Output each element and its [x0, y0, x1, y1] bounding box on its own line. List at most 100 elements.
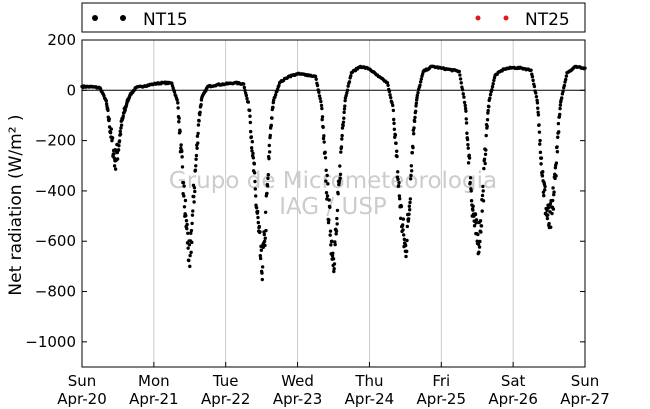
data-point: [340, 126, 345, 130]
data-point: [248, 114, 252, 118]
data-point: [479, 224, 484, 228]
data-point: [196, 123, 201, 127]
data-point: [410, 151, 415, 155]
data-point: [549, 225, 553, 229]
data-point: [480, 209, 484, 213]
data-point: [546, 206, 551, 210]
data-point: [555, 145, 559, 149]
data-point: [117, 143, 121, 148]
data-point: [242, 85, 247, 90]
gridlines: [153, 40, 514, 367]
data-point: [541, 170, 545, 174]
data-point: [321, 136, 326, 141]
data-point: [172, 90, 177, 94]
data-point: [390, 101, 394, 105]
data-point: [251, 156, 256, 160]
data-point: [190, 221, 194, 226]
data-point: [196, 131, 200, 136]
data-point: [331, 257, 336, 261]
data-point: [326, 220, 331, 225]
data-point: [338, 176, 342, 180]
data-point: [267, 143, 271, 148]
data-point: [491, 82, 495, 86]
data-points: [80, 64, 587, 282]
y-tick-label: 200: [47, 31, 76, 49]
x-tick-date: Apr-21: [129, 390, 179, 408]
data-point: [199, 103, 203, 107]
data-point: [175, 98, 179, 102]
data-point: [327, 218, 331, 222]
x-tick-date: Apr-22: [201, 390, 251, 408]
data-point: [556, 135, 560, 139]
data-point: [488, 92, 493, 97]
data-point: [345, 88, 350, 92]
data-point: [393, 133, 398, 137]
data-point: [260, 277, 265, 282]
data-point: [478, 239, 482, 244]
data-point: [335, 222, 339, 226]
data-point: [108, 131, 113, 135]
legend-marker-nt25-b: [503, 15, 509, 21]
data-point: [548, 202, 553, 206]
data-point: [323, 150, 327, 155]
data-point: [339, 145, 344, 149]
data-point: [330, 239, 334, 244]
data-point: [478, 219, 483, 223]
data-point: [248, 129, 253, 134]
data-point: [552, 192, 556, 197]
data-point: [250, 140, 255, 144]
data-point: [542, 193, 546, 198]
y-tick-label: −600: [35, 232, 76, 250]
data-point: [267, 150, 272, 154]
data-point: [198, 110, 202, 114]
data-point: [190, 240, 194, 245]
data-point: [529, 68, 533, 72]
data-point: [484, 148, 488, 152]
data-point: [465, 137, 470, 142]
data-point: [537, 130, 542, 134]
data-point: [551, 186, 555, 190]
data-point: [263, 243, 267, 248]
data-point: [460, 88, 465, 92]
data-point: [342, 107, 347, 111]
x-tick-day: Thu: [354, 372, 383, 390]
data-point: [550, 211, 554, 216]
data-point: [322, 140, 326, 144]
x-tick-day: Sat: [501, 372, 526, 390]
watermark-line-2: IAG / USP: [279, 194, 387, 220]
plot-background: [82, 40, 585, 367]
data-point: [179, 143, 183, 147]
data-point: [315, 83, 320, 88]
data-point: [395, 154, 399, 159]
data-point: [464, 109, 468, 113]
data-point: [115, 157, 120, 161]
data-point: [324, 179, 328, 183]
data-point: [466, 161, 471, 165]
data-point: [333, 240, 337, 244]
data-point: [249, 146, 254, 150]
data-point: [347, 80, 352, 84]
data-point: [277, 83, 281, 88]
legend-label-nt15: NT15: [143, 10, 188, 30]
data-point: [250, 149, 254, 153]
data-point: [404, 249, 409, 254]
data-point: [392, 121, 396, 126]
data-point: [117, 139, 122, 143]
data-point: [321, 125, 325, 129]
data-point: [484, 133, 488, 138]
data-point: [256, 215, 260, 220]
data-point: [329, 243, 333, 247]
data-point: [190, 213, 195, 217]
data-point: [562, 83, 567, 88]
data-point: [389, 95, 393, 100]
data-point: [338, 172, 343, 177]
data-point: [557, 130, 561, 134]
data-point: [485, 117, 490, 122]
data-point: [186, 231, 190, 235]
data-point: [539, 162, 543, 166]
data-point: [328, 233, 332, 237]
legend-marker-nt15-b: [120, 15, 126, 21]
data-point: [325, 194, 330, 198]
data-point: [531, 78, 535, 83]
